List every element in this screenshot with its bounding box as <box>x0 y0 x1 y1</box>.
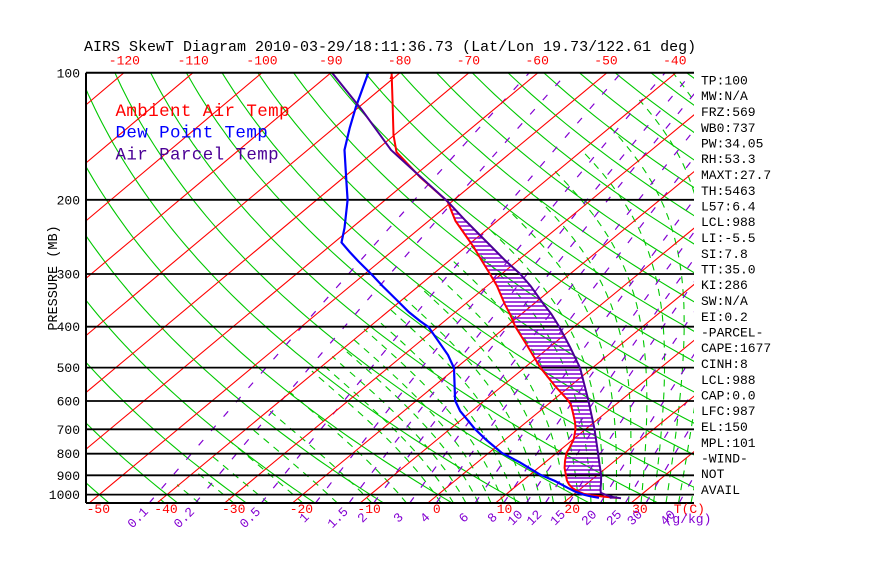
svg-text:TH:5463: TH:5463 <box>701 184 756 199</box>
svg-text:SI:7.8: SI:7.8 <box>701 247 748 262</box>
svg-text:MAXT:27.7: MAXT:27.7 <box>701 168 771 183</box>
svg-text:Air Parcel Temp: Air Parcel Temp <box>116 145 280 165</box>
svg-text:TP:100: TP:100 <box>701 74 748 89</box>
svg-text:LCL:988: LCL:988 <box>701 373 756 388</box>
svg-text:AVAIL: AVAIL <box>701 483 740 498</box>
svg-text:-20: -20 <box>290 502 313 517</box>
svg-text:CAPE:1677: CAPE:1677 <box>701 341 771 356</box>
svg-text:Ambient Air Temp: Ambient Air Temp <box>116 102 290 122</box>
svg-text:-100: -100 <box>246 54 277 69</box>
svg-text:SW:N/A: SW:N/A <box>701 294 748 309</box>
svg-text:NOT: NOT <box>701 467 725 482</box>
svg-text:MW:N/A: MW:N/A <box>701 89 748 104</box>
svg-text:400: 400 <box>57 320 80 335</box>
svg-text:200: 200 <box>57 193 80 208</box>
svg-text:800: 800 <box>57 447 80 462</box>
svg-text:(g/kg): (g/kg) <box>665 512 712 527</box>
svg-text:TT:35.0: TT:35.0 <box>701 263 756 278</box>
svg-text:20: 20 <box>564 502 580 517</box>
svg-text:MPL:101: MPL:101 <box>701 436 756 451</box>
svg-text:0: 0 <box>433 502 441 517</box>
svg-text:-WIND-: -WIND- <box>701 452 748 467</box>
svg-text:-30: -30 <box>222 502 245 517</box>
svg-text:AIRS SkewT Diagram 2010-03-29/: AIRS SkewT Diagram 2010-03-29/18:11:36.7… <box>84 39 696 56</box>
svg-text:600: 600 <box>57 395 80 410</box>
svg-text:-90: -90 <box>319 54 342 69</box>
svg-text:LI:-5.5: LI:-5.5 <box>701 231 756 246</box>
svg-text:RH:53.3: RH:53.3 <box>701 152 756 167</box>
svg-text:-80: -80 <box>388 54 411 69</box>
svg-text:500: 500 <box>57 361 80 376</box>
svg-text:-PARCEL-: -PARCEL- <box>701 326 763 341</box>
svg-text:900: 900 <box>57 469 80 484</box>
svg-text:KI:286: KI:286 <box>701 278 748 293</box>
svg-text:-50: -50 <box>87 502 110 517</box>
svg-text:10: 10 <box>497 502 513 517</box>
svg-text:PW:34.05: PW:34.05 <box>701 137 763 152</box>
svg-text:100: 100 <box>57 66 80 81</box>
svg-text:-120: -120 <box>109 54 140 69</box>
svg-text:-110: -110 <box>178 54 209 69</box>
svg-text:700: 700 <box>57 423 80 438</box>
svg-text:WB0:737: WB0:737 <box>701 121 756 136</box>
svg-text:L57:6.4: L57:6.4 <box>701 200 756 215</box>
svg-text:-10: -10 <box>357 502 380 517</box>
svg-text:-60: -60 <box>525 54 548 69</box>
svg-text:EL:150: EL:150 <box>701 420 748 435</box>
svg-text:300: 300 <box>57 268 80 283</box>
svg-text:-70: -70 <box>457 54 480 69</box>
svg-text:30: 30 <box>632 502 648 517</box>
svg-text:CINH:8: CINH:8 <box>701 357 748 372</box>
svg-text:-50: -50 <box>594 54 617 69</box>
svg-text:-40: -40 <box>663 54 686 69</box>
svg-text:-40: -40 <box>154 502 177 517</box>
svg-text:CAP:0.0: CAP:0.0 <box>701 389 756 404</box>
svg-text:PRESSURE (MB): PRESSURE (MB) <box>47 225 62 330</box>
svg-text:FRZ:569: FRZ:569 <box>701 105 756 120</box>
svg-text:LCL:988: LCL:988 <box>701 215 756 230</box>
svg-text:T(C): T(C) <box>674 502 705 517</box>
svg-text:LFC:987: LFC:987 <box>701 404 756 419</box>
svg-text:EI:0.2: EI:0.2 <box>701 310 748 325</box>
svg-text:1000: 1000 <box>49 488 80 503</box>
svg-text:Dew Point Temp: Dew Point Temp <box>116 124 269 144</box>
